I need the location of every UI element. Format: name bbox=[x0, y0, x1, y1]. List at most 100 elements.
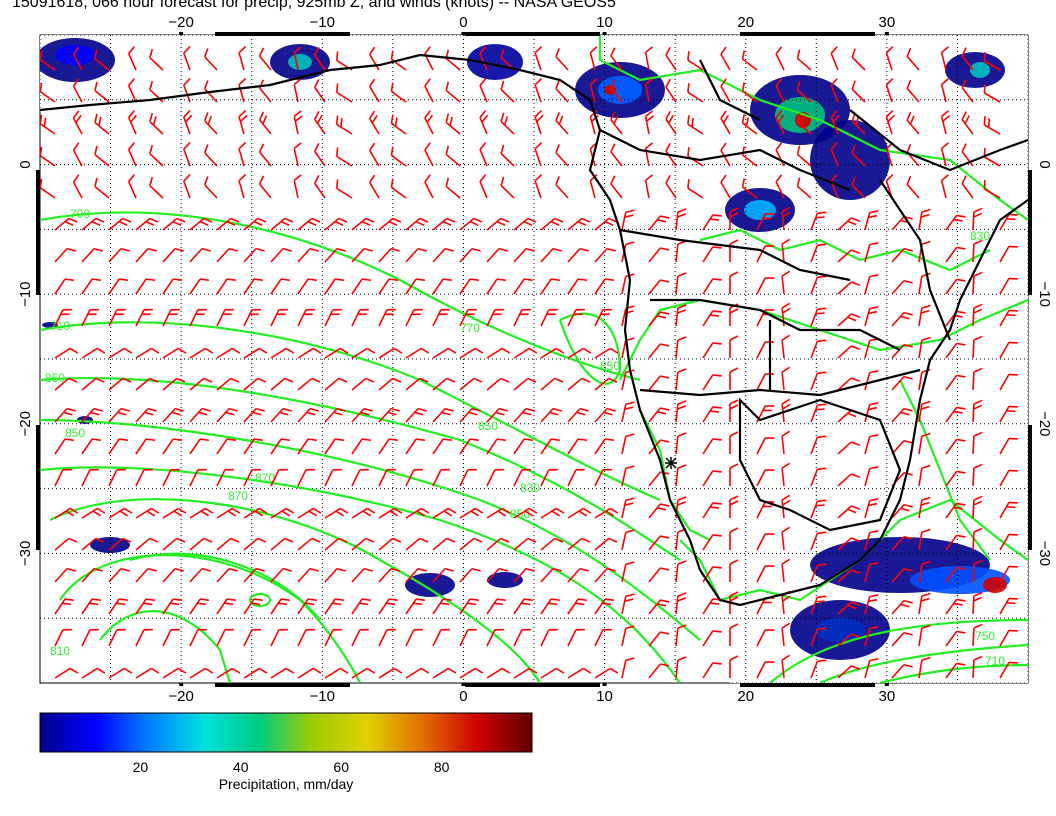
barb-flag bbox=[765, 437, 775, 439]
barb-staff bbox=[781, 212, 785, 231]
barb-flag bbox=[729, 559, 739, 565]
barb-staff bbox=[351, 469, 361, 487]
barb-staff bbox=[314, 182, 326, 199]
barb-flag bbox=[75, 114, 82, 123]
barb-flag bbox=[973, 308, 983, 314]
wind-barb bbox=[702, 246, 722, 263]
wind-barb bbox=[810, 531, 827, 551]
barb-staff bbox=[610, 55, 623, 71]
barb-flag bbox=[285, 507, 295, 514]
barb-flag bbox=[258, 47, 265, 57]
barb-flag bbox=[360, 411, 370, 416]
barb-flag bbox=[729, 596, 739, 602]
barb-staff bbox=[243, 377, 259, 391]
contour-label: 830 bbox=[520, 481, 540, 495]
barb-staff bbox=[837, 569, 852, 583]
barb-flag bbox=[660, 279, 670, 283]
wind-barb bbox=[324, 598, 345, 615]
barb-staff bbox=[775, 85, 785, 103]
barb-staff bbox=[336, 91, 353, 103]
barb-staff bbox=[259, 55, 272, 71]
colorbar-tick-label: 60 bbox=[333, 759, 349, 775]
wind-barb bbox=[891, 279, 913, 295]
barb-staff bbox=[675, 340, 679, 359]
wind-barb bbox=[81, 247, 103, 263]
coastline bbox=[639, 368, 921, 397]
wind-barb bbox=[189, 377, 213, 391]
barb-staff bbox=[54, 598, 66, 615]
wind-barb bbox=[149, 112, 164, 135]
barb-flag bbox=[1008, 405, 1018, 408]
barb-staff bbox=[243, 537, 259, 551]
wind-barb bbox=[961, 111, 974, 135]
barb-staff bbox=[432, 568, 446, 583]
wind-barb bbox=[432, 468, 450, 487]
barb-staff bbox=[54, 537, 70, 551]
barb-flag bbox=[415, 598, 426, 602]
wind-barb bbox=[297, 377, 321, 391]
lon-tick-bottom bbox=[602, 683, 607, 686]
wind-barb bbox=[648, 279, 670, 295]
barb-flag bbox=[575, 308, 585, 311]
barb-staff bbox=[972, 595, 975, 615]
barb-flag bbox=[500, 80, 505, 90]
barb-staff bbox=[702, 502, 714, 519]
barb-flag bbox=[424, 78, 431, 87]
barb-staff bbox=[432, 347, 449, 359]
barb-flag bbox=[817, 467, 827, 470]
wind-barb bbox=[837, 601, 860, 615]
barb-flag bbox=[921, 464, 931, 469]
barb-staff bbox=[216, 248, 230, 263]
barb-staff bbox=[324, 347, 341, 359]
barb-staff bbox=[243, 568, 257, 583]
barb-flag bbox=[687, 147, 690, 157]
barb-flag bbox=[172, 598, 183, 602]
precip-cell bbox=[815, 618, 865, 642]
wind-barb bbox=[756, 437, 775, 455]
barb-flag bbox=[589, 46, 598, 54]
barb-flag bbox=[1008, 245, 1018, 248]
barb-flag bbox=[765, 661, 775, 663]
barb-flag bbox=[906, 47, 912, 57]
barb-flag bbox=[170, 602, 180, 606]
barb-staff bbox=[918, 404, 923, 423]
barb-flag bbox=[973, 212, 983, 218]
barb-flag bbox=[921, 336, 931, 341]
barb-staff bbox=[351, 568, 365, 583]
barb-staff bbox=[378, 667, 395, 679]
barb-flag bbox=[577, 220, 587, 226]
barb-flag bbox=[921, 304, 931, 309]
barb-flag bbox=[906, 111, 912, 121]
wind-barb bbox=[54, 407, 76, 423]
barb-staff bbox=[644, 116, 650, 135]
wind-barb bbox=[378, 438, 399, 455]
barb-flag bbox=[610, 143, 616, 153]
wind-barb bbox=[293, 142, 302, 167]
wind-barb bbox=[513, 628, 531, 647]
wind-barb bbox=[961, 143, 974, 167]
wind-barb bbox=[891, 631, 913, 647]
barb-flag bbox=[782, 499, 791, 506]
barb-flag bbox=[815, 216, 825, 219]
barb-flag bbox=[253, 220, 263, 226]
barb-staff bbox=[459, 408, 473, 423]
barb-staff bbox=[999, 502, 1010, 519]
wind-barb bbox=[432, 567, 454, 583]
barb-flag bbox=[851, 80, 856, 90]
barb-staff bbox=[534, 180, 542, 199]
wind-barb bbox=[270, 438, 291, 455]
barb-staff bbox=[972, 403, 975, 423]
wind-barb bbox=[729, 591, 739, 614]
barb-flag bbox=[765, 245, 775, 247]
barb-flag bbox=[91, 598, 102, 602]
barb-flag bbox=[903, 503, 913, 508]
wind-barb bbox=[675, 336, 687, 359]
barb-staff bbox=[390, 122, 407, 135]
wind-barb bbox=[243, 507, 268, 519]
barb-flag bbox=[203, 377, 213, 383]
barb-flag bbox=[293, 78, 302, 86]
barb-flag bbox=[238, 142, 247, 150]
barb-staff bbox=[621, 404, 627, 423]
barb-flag bbox=[446, 217, 456, 223]
wind-barb bbox=[459, 247, 481, 263]
